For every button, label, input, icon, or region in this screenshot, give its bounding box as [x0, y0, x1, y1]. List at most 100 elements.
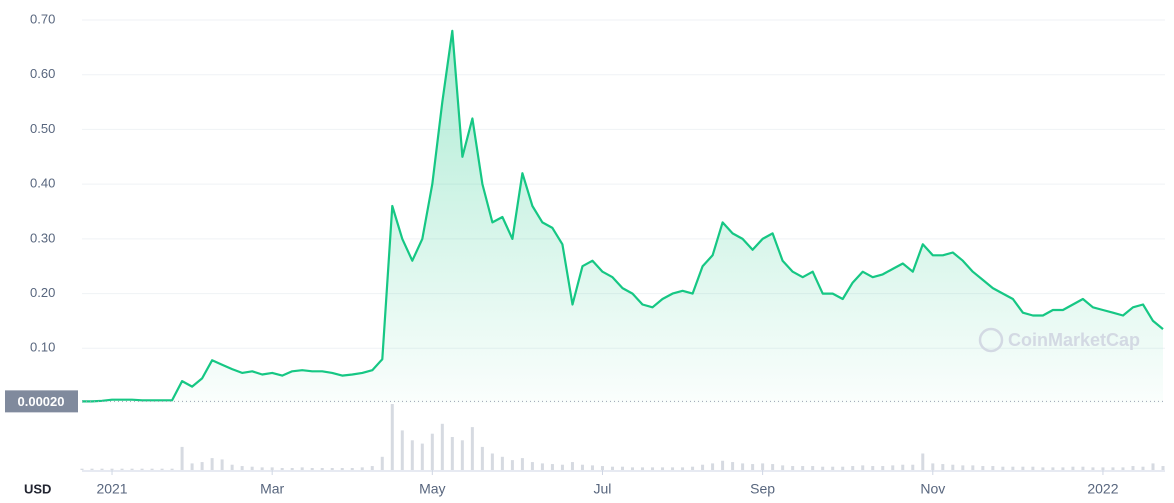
volume-bar: [150, 468, 154, 470]
volume-bar: [1101, 467, 1105, 470]
volume-bar: [240, 466, 244, 470]
volume-bar: [560, 464, 564, 470]
volume-bar: [100, 468, 104, 470]
y-tick-label: 0.40: [30, 176, 55, 191]
volume-bar: [90, 468, 94, 470]
volume-bar: [891, 465, 895, 470]
volume-bar: [1021, 466, 1025, 470]
volume-bar: [110, 468, 114, 470]
x-tick-label: Sep: [750, 481, 775, 497]
y-tick-label: 0.60: [30, 66, 55, 81]
volume-bar: [1001, 466, 1005, 470]
volume-bar: [731, 462, 735, 470]
volume-bar: [350, 468, 354, 470]
volume-bar: [761, 463, 765, 470]
volume-bar: [300, 467, 304, 470]
volume-bar: [340, 468, 344, 470]
volume-bar: [1041, 467, 1045, 470]
volume-bar: [500, 456, 504, 470]
volume-bar: [400, 430, 404, 470]
volume-bar: [540, 463, 544, 470]
volume-bar: [280, 468, 284, 470]
watermark-logo: [978, 327, 1004, 353]
volume-bar: [1091, 467, 1095, 470]
volume-bar: [380, 456, 384, 470]
volume-bar: [230, 464, 234, 470]
y-tick-label: 0.30: [30, 230, 55, 245]
volume-bar: [270, 467, 274, 470]
volume-bar: [550, 464, 554, 470]
volume-bar: [831, 466, 835, 470]
volume-bar: [801, 466, 805, 470]
volume-bar: [590, 465, 594, 470]
volume-bar: [190, 463, 194, 470]
volume-bar: [651, 467, 655, 470]
volume-bar: [711, 463, 715, 470]
volume-bar: [861, 465, 865, 470]
baseline-box: [5, 390, 78, 413]
volume-bar: [290, 468, 294, 470]
volume-bar: [721, 460, 725, 470]
volume-bar: [360, 467, 364, 470]
price-line: [82, 29, 1164, 403]
volume-bar: [160, 468, 164, 470]
volume-bar: [180, 446, 184, 470]
volume-bar: [1011, 466, 1015, 470]
x-tick-label: Mar: [260, 481, 284, 497]
volume-bar: [170, 468, 174, 470]
volume-bar: [751, 464, 755, 470]
watermark-group: CoinMarketCap: [978, 327, 1140, 353]
volume-bar: [911, 464, 915, 470]
x-tick-label: Jul: [594, 481, 612, 497]
volume-bar: [520, 458, 524, 470]
volume-bar: [140, 468, 144, 470]
volume-bar: [941, 464, 945, 470]
volume-bar: [701, 464, 705, 470]
volume-bar: [631, 467, 635, 470]
volume-bar: [1161, 466, 1165, 470]
volume-bar: [510, 460, 514, 470]
volume-bar: [250, 466, 254, 470]
volume-bar: [410, 440, 414, 470]
volume-bar: [841, 466, 845, 470]
volume-bar: [881, 466, 885, 470]
volume-bar: [600, 466, 604, 470]
watermark: CoinMarketCap: [1008, 330, 1140, 350]
volume-bar: [951, 464, 955, 470]
volume-bar: [450, 437, 454, 470]
volume-bar: [1051, 467, 1055, 470]
volume-bar: [921, 453, 925, 470]
volume-bar: [120, 468, 124, 470]
x-tick-label: 2021: [96, 481, 127, 497]
volume-bar: [490, 453, 494, 470]
volume-bar: [80, 468, 84, 470]
y-tick-label: 0.10: [30, 340, 55, 355]
volume-bar: [260, 467, 264, 470]
volume-bar: [1081, 466, 1085, 470]
volume-bar: [851, 466, 855, 470]
volume-bar: [1151, 463, 1155, 470]
volume-bar: [821, 466, 825, 470]
volume-bar: [330, 468, 334, 470]
volume-bar: [971, 465, 975, 470]
volume-bar: [580, 464, 584, 470]
volume-bar: [901, 464, 905, 470]
currency-label: USD: [24, 481, 51, 496]
volume-bar: [791, 466, 795, 470]
y-tick-label: 0.20: [30, 285, 55, 300]
volume-bar: [1071, 466, 1075, 470]
volume-bar: [931, 463, 935, 470]
volume-bar: [470, 427, 474, 470]
volume-bar: [991, 466, 995, 470]
volume-bar: [1061, 467, 1065, 470]
y-tick-label: 0.50: [30, 121, 55, 136]
volume-bar: [871, 466, 875, 470]
x-tick-label: May: [419, 481, 445, 497]
volume-bar: [420, 443, 424, 470]
volume-bar: [200, 462, 204, 470]
volume-bar: [460, 440, 464, 470]
volume-bar: [1131, 466, 1135, 470]
volume-bar: [771, 464, 775, 470]
volume-bar: [781, 465, 785, 470]
